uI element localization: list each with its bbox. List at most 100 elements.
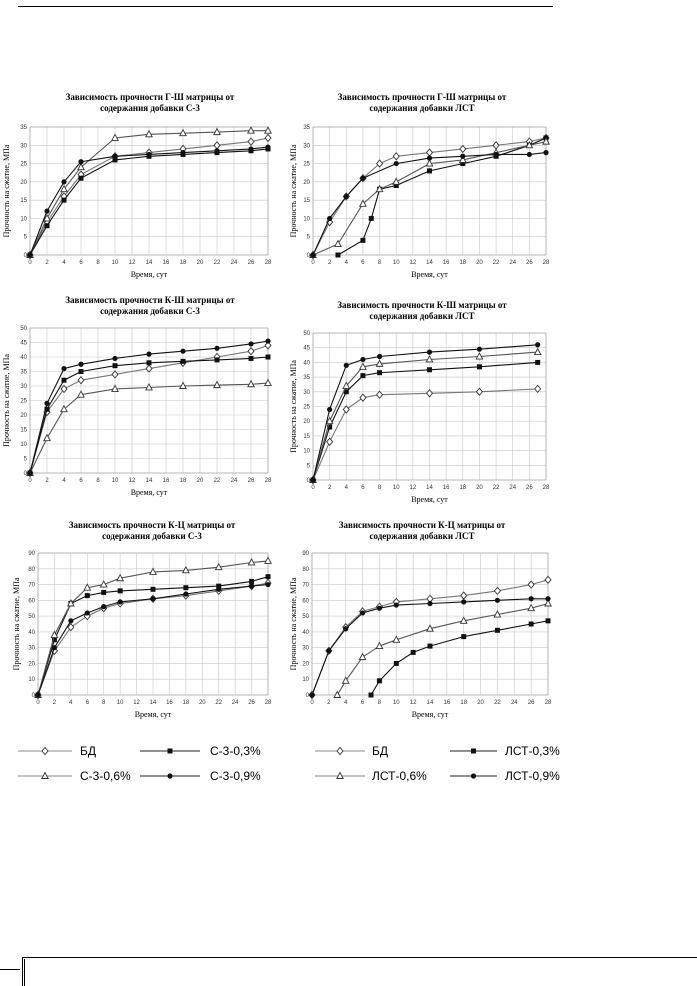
data-point [61, 377, 67, 383]
data-point [27, 252, 33, 258]
legend-markers [18, 746, 200, 779]
data-point [43, 213, 51, 222]
x-tick-label: 20 [199, 700, 206, 706]
y-tick-label: 60 [28, 598, 35, 604]
y-tick-label: 35 [303, 125, 310, 131]
x-tick-label: 0 [28, 478, 32, 484]
data-point [358, 362, 367, 370]
y-tick-label: 15 [303, 198, 310, 204]
y-tick-label: 20 [20, 180, 27, 186]
x-tick-label: 6 [361, 700, 365, 706]
data-point [265, 144, 271, 150]
bottom-rule-vertical-inner [24, 959, 25, 986]
x-tick-label: 8 [378, 485, 382, 491]
series-line [312, 141, 547, 256]
data-point [77, 376, 85, 385]
data-point [77, 162, 85, 171]
x-tick-label: 18 [183, 700, 190, 706]
data-point [426, 155, 433, 161]
data-point [183, 591, 189, 597]
data-point [60, 184, 68, 193]
data-point [44, 406, 50, 412]
y-tick-label: 30 [303, 143, 310, 149]
data-point [183, 585, 189, 591]
data-point [265, 354, 271, 360]
data-point [460, 591, 468, 600]
x-tick-label: 18 [459, 260, 466, 266]
series-line [312, 344, 538, 481]
y-tick-label: 30 [28, 646, 35, 652]
data-point [264, 378, 272, 387]
legend-marker [470, 773, 477, 779]
y-tick-label: 35 [303, 375, 310, 381]
series-line [312, 351, 538, 481]
data-point [343, 389, 349, 395]
x-tick-label: 4 [344, 700, 348, 706]
data-point [375, 641, 384, 650]
data-point [50, 630, 59, 638]
data-point [544, 599, 552, 607]
x-tick-label: 8 [96, 260, 100, 266]
data-point [326, 217, 334, 227]
data-point [146, 351, 152, 357]
data-point [425, 148, 434, 157]
x-tick-label: 22 [494, 700, 501, 706]
y-axis-label: Прочность на сжатие, МПа [12, 577, 21, 670]
x-tick-label: 12 [410, 700, 417, 706]
y-tick-label: 10 [302, 677, 309, 683]
y-tick-label: 15 [303, 434, 310, 440]
x-tick-label: 10 [112, 478, 119, 484]
series-line [29, 356, 269, 474]
data-point [360, 175, 366, 181]
data-point [533, 347, 542, 356]
y-tick-label: 25 [303, 405, 310, 411]
series-line [29, 137, 269, 256]
x-tick-label: 6 [86, 700, 90, 706]
data-point [360, 356, 366, 363]
data-point [494, 627, 500, 633]
legend-s3: БД С-3-0,3% С-3-0,6% С-3-0,9% [0, 738, 290, 788]
data-point [545, 596, 551, 602]
y-tick-label: 35 [20, 125, 27, 131]
x-tick-label: 24 [231, 260, 238, 266]
chart-plot: 0 2 4 6 8 10 12 14 16 18 20 22 24 26 28010203040506070… [12, 551, 272, 719]
data-point [61, 366, 67, 372]
x-tick-label: 4 [62, 478, 66, 484]
data-point [247, 379, 255, 388]
series-line [29, 130, 268, 256]
y-tick-label: 0 [24, 471, 28, 477]
x-tick-label: 24 [232, 700, 239, 706]
data-point [360, 373, 366, 379]
y-tick-label: 25 [20, 399, 27, 405]
data-point [427, 367, 432, 373]
y-tick-label: 45 [20, 341, 27, 347]
y-tick-label: 90 [28, 551, 35, 557]
x-tick-label: 6 [79, 478, 83, 484]
data-point [145, 129, 153, 138]
data-point [116, 573, 125, 582]
data-point [493, 610, 502, 618]
data-point [309, 692, 315, 698]
data-point [112, 157, 118, 163]
data-point [493, 586, 502, 596]
data-point [535, 342, 541, 348]
data-point [459, 616, 468, 624]
data-point [393, 183, 399, 189]
x-tick-label: 12 [410, 260, 417, 266]
y-tick-label: 5 [24, 235, 28, 241]
data-point [358, 199, 367, 207]
legend-marker [41, 771, 49, 779]
x-tick-label: 14 [146, 478, 153, 484]
series-line [29, 146, 269, 256]
data-point [214, 357, 220, 363]
data-point [343, 193, 349, 200]
x-tick-label: 12 [129, 478, 136, 484]
data-point [376, 678, 382, 684]
x-tick-label: 0 [28, 260, 32, 266]
data-point [426, 349, 433, 355]
x-tick-label: 24 [511, 700, 518, 706]
x-tick-label: 6 [361, 485, 365, 491]
data-point [248, 355, 254, 361]
data-point [265, 338, 271, 344]
legend-marker [336, 771, 344, 779]
